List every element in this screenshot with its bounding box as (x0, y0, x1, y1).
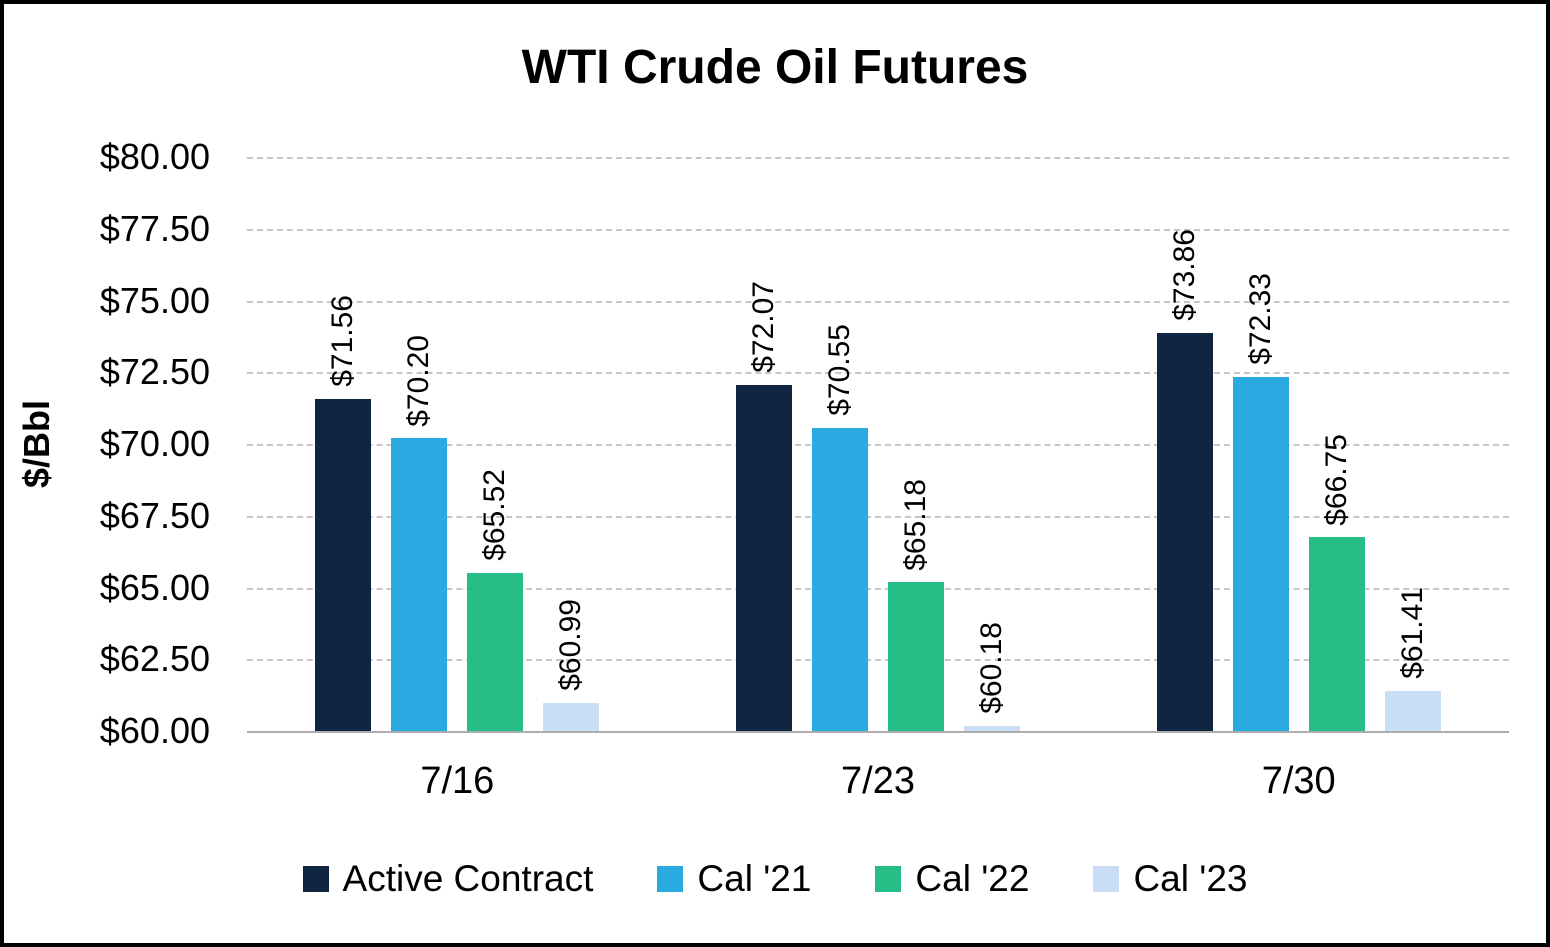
legend-label: Active Contract (342, 858, 594, 899)
bar-value-label: $73.86 (1167, 229, 1201, 322)
bar-cell: $61.41 (1384, 586, 1441, 731)
bar-active-contract (315, 399, 372, 731)
x-tick-label: 7/16 (420, 760, 495, 802)
legend-swatch-icon (875, 866, 902, 892)
bar-cell: $65.52 (467, 468, 524, 731)
legend-item-active-contract: Active Contract (302, 858, 594, 900)
bar-cal-21 (812, 428, 868, 731)
y-tick-label: $67.50 (99, 494, 210, 536)
legend-swatch-icon (302, 866, 329, 892)
gridline (247, 444, 1509, 446)
bar-value-label: $72.33 (1243, 273, 1277, 366)
gridline (247, 228, 1509, 231)
bar-value-label: $70.55 (823, 324, 856, 417)
x-axis-labels: 7/16 7/23 7/30 (247, 760, 1509, 803)
y-tick-label: $62.50 (99, 638, 210, 680)
gridline (247, 659, 1509, 662)
bar-group-7-30: $73.86 $72.33 $66.75 $61.41 (1088, 157, 1509, 731)
bar-value-label: $70.20 (402, 334, 436, 427)
bar-cal-22 (888, 582, 944, 731)
bar-row: $72.07 $70.55 $65.18 $60.18 (736, 281, 1020, 731)
bar-cell: $60.99 (543, 598, 600, 731)
gridline (247, 372, 1509, 375)
legend-label: Cal '21 (697, 858, 812, 899)
bar-groups: $71.56 $70.20 $65.52 $60.99 $72.07 $70.55 $65.… (247, 157, 1509, 731)
legend-item-cal-23: Cal '23 (1093, 858, 1247, 900)
bar-active-contract (736, 384, 792, 731)
bar-cal-21 (391, 438, 448, 731)
gridline (247, 587, 1509, 590)
bar-cal-21 (1232, 377, 1289, 731)
bar-value-label: $66.75 (1319, 433, 1353, 526)
y-tick-label: $80.00 (99, 136, 210, 177)
gridline (247, 731, 1509, 733)
legend-label: Cal '22 (915, 858, 1030, 899)
y-tick-label: $60.00 (99, 710, 210, 751)
legend-swatch-icon (1093, 866, 1120, 892)
x-tick-label: 7/30 (1261, 760, 1336, 802)
bar-cell: $65.18 (888, 479, 944, 731)
legend-swatch-icon (657, 866, 684, 892)
bar-cal-23 (1384, 690, 1441, 731)
y-tick-label: $70.00 (99, 423, 210, 464)
plot-area: $71.56 $70.20 $65.52 $60.99 $72.07 $70.55 $65.… (247, 157, 1509, 733)
bar-value-label: $60.18 (975, 622, 1008, 714)
y-axis-ticks: $80.00 $77.50 $75.00 $72.50 $70.00 $67.50 $65.… (4, 136, 210, 751)
bar-cell: $70.20 (391, 334, 448, 731)
legend-label: Cal '23 (1133, 858, 1248, 899)
bar-cal-22 (467, 572, 524, 731)
bar-cal-23 (543, 702, 600, 731)
bar-value-label: $60.99 (554, 598, 588, 691)
legend-item-cal-21: Cal '21 (657, 858, 811, 900)
bar-cell: $71.56 (315, 295, 372, 731)
bar-active-contract (1156, 333, 1213, 731)
y-tick-label: $77.50 (99, 207, 210, 249)
y-tick-label: $72.50 (99, 351, 210, 393)
legend-item-cal-22: Cal '22 (875, 858, 1029, 900)
bar-cell: $72.33 (1232, 273, 1289, 731)
bar-cell: $66.75 (1308, 433, 1365, 731)
bar-value-label: $65.52 (478, 468, 512, 561)
bar-cal-22 (1308, 537, 1365, 731)
bar-group-7-16: $71.56 $70.20 $65.52 $60.99 (247, 157, 668, 731)
gridline (247, 157, 1509, 159)
gridline (247, 300, 1509, 303)
y-tick-label: $75.00 (99, 279, 210, 321)
chart-title: WTI Crude Oil Futures (521, 41, 1029, 94)
bar-group-7-23: $72.07 $70.55 $65.18 $60.18 (668, 157, 1089, 731)
bar-row: $71.56 $70.20 $65.52 $60.99 (315, 295, 600, 731)
bar-value-label: $71.56 (326, 295, 360, 388)
bar-cell: $60.18 (964, 622, 1020, 731)
bar-cell: $70.55 (812, 324, 868, 731)
y-tick-label: $65.00 (99, 566, 210, 608)
bar-value-label: $72.07 (747, 280, 780, 373)
bar-value-label: $65.18 (899, 478, 932, 571)
bar-value-label: $61.41 (1395, 586, 1429, 679)
bar-cell: $72.07 (736, 281, 792, 731)
bar-cal-23 (964, 725, 1020, 731)
x-tick-label: 7/23 (841, 760, 915, 802)
bar-row: $73.86 $72.33 $66.75 $61.41 (1156, 229, 1441, 731)
gridline (247, 515, 1509, 518)
bar-cell: $73.86 (1156, 229, 1213, 731)
legend: Active Contract Cal '21 Cal '22 Cal '23 (4, 858, 1546, 900)
